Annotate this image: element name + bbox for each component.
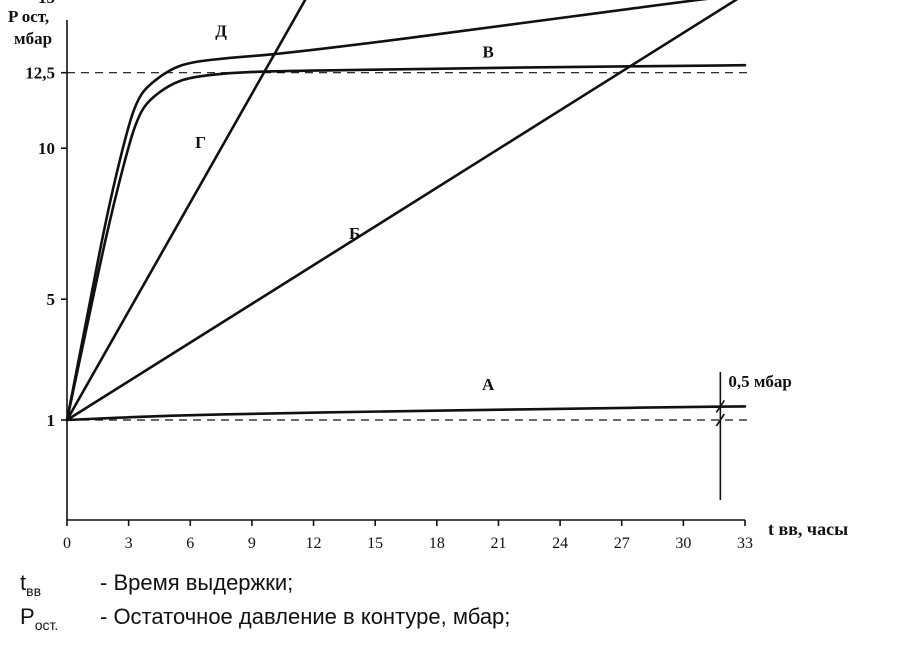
x-tick-label: 21 (490, 535, 506, 552)
x-tick-label: 27 (614, 535, 630, 552)
annotation-label: 0,5 мбар (728, 372, 792, 391)
y-tick-label: 5 (47, 290, 56, 309)
series-label-Г: Г (195, 133, 206, 152)
x-tick-label: 33 (737, 535, 753, 552)
x-tick-label: 6 (186, 535, 194, 552)
axes (66, 20, 745, 521)
y-axis-label-line1: P ост, (8, 7, 49, 26)
y-axis-label-line2: мбар (14, 29, 52, 48)
series-line-В (65, 63, 747, 422)
legend-text-time: - Время выдержки; (100, 570, 294, 595)
y-tick-label: 10 (38, 139, 55, 158)
x-ticks: 0 3 6 9 12 15 18 21 24 27 30 33 (63, 520, 753, 552)
y-tick-label: 15 (38, 0, 55, 7)
series-line-Б (65, 0, 739, 422)
legend-symbol-p: P (20, 604, 35, 629)
x-tick-label: 0 (63, 535, 71, 552)
legend-item-pressure: Pост. - Остаточное давление в контуре, мб… (20, 604, 511, 633)
series-line-Г (65, 0, 307, 422)
x-tick-label: 18 (429, 535, 445, 552)
legend-text-pressure: - Остаточное давление в контуре, мбар; (100, 604, 511, 629)
x-tick-label: 12 (306, 535, 322, 552)
y-tick-label: 12,5 (25, 64, 55, 83)
legend-item-time: tвв - Время выдержки; (20, 570, 294, 599)
y-tick-label: 1 (47, 411, 56, 430)
x-tick-label: 15 (367, 535, 383, 552)
x-tick-label: 30 (675, 535, 691, 552)
reference-lines (67, 72, 750, 421)
series-label-В: В (483, 43, 494, 62)
x-axis-label: t вв, часы (768, 519, 848, 539)
annotation-tick-upper (715, 399, 726, 413)
series-label-Д: Д (215, 21, 227, 40)
legend-subscript-p: ост. (34, 617, 59, 633)
x-tick-label: 3 (125, 535, 133, 552)
series-line-Д (65, 0, 709, 422)
x-tick-label: 9 (248, 535, 256, 552)
annotation-tick-lower (715, 413, 726, 427)
annotation: 0,5 мбар (715, 372, 792, 500)
legend-symbol-t: t (20, 570, 27, 595)
series-label-Б: Б (349, 224, 360, 243)
series-label-А: А (482, 375, 495, 394)
series-lines (65, 0, 747, 422)
series-line-А (65, 405, 747, 422)
legend-subscript-t: вв (26, 583, 41, 599)
series-labels: Д В Г Б А (195, 21, 495, 393)
x-tick-label: 24 (552, 535, 568, 552)
